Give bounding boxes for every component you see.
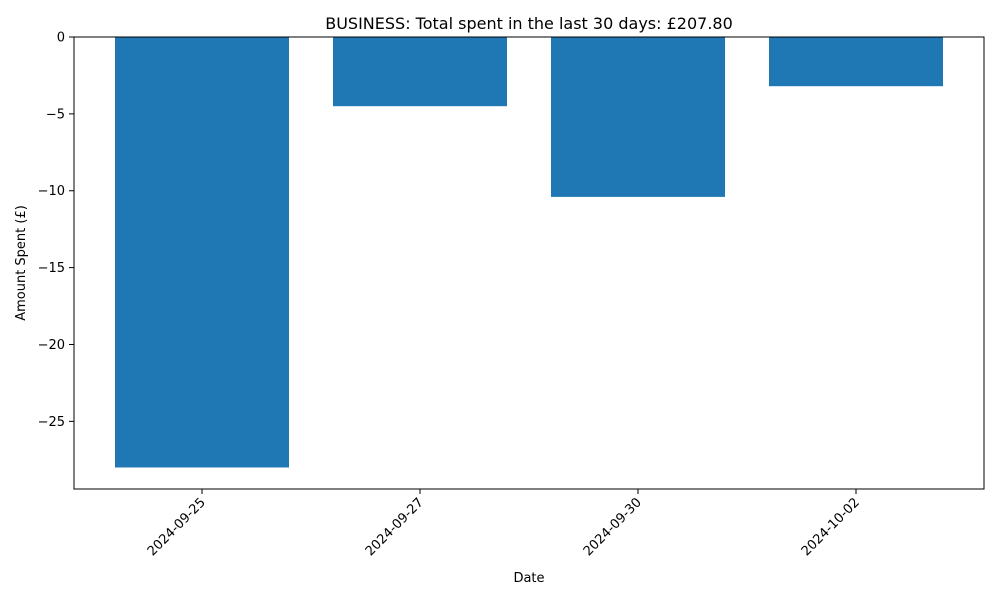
x-tick-label: 2024-10-02 bbox=[799, 495, 863, 559]
x-axis-ticks: 2024-09-25 2024-09-27 2024-09-30 2024-10-02 bbox=[145, 489, 863, 559]
y-tick-label: −20 bbox=[38, 338, 65, 353]
y-tick-label: −10 bbox=[38, 184, 65, 199]
chart-title: BUSINESS: Total spent in the last 30 day… bbox=[325, 14, 733, 33]
bar-2024-09-25 bbox=[115, 37, 289, 468]
y-axis-label: Amount Spent (£) bbox=[14, 205, 29, 321]
x-tick-label: 2024-09-30 bbox=[581, 495, 645, 559]
y-axis-ticks: 0 −5 −10 −15 −20 −25 bbox=[38, 31, 74, 430]
y-tick-label: 0 bbox=[57, 31, 65, 46]
y-tick-label: −15 bbox=[38, 261, 65, 276]
y-tick-label: −25 bbox=[38, 415, 65, 430]
x-axis-label: Date bbox=[513, 571, 544, 586]
x-tick-label: 2024-09-27 bbox=[363, 495, 427, 559]
bar-2024-09-27 bbox=[333, 37, 507, 107]
x-tick-label: 2024-09-25 bbox=[145, 495, 209, 559]
y-tick-label: −5 bbox=[46, 107, 65, 122]
bar-2024-09-30 bbox=[551, 37, 725, 197]
plot-frame bbox=[73, 36, 985, 490]
bars-layer bbox=[115, 37, 943, 468]
bar-2024-10-02 bbox=[769, 37, 943, 87]
